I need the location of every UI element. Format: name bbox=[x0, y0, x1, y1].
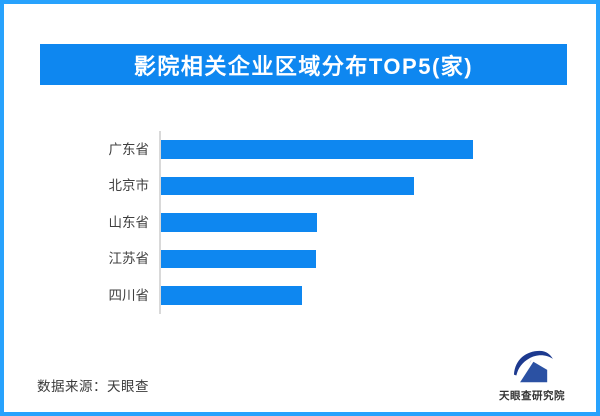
logo-box-shape bbox=[519, 360, 548, 383]
bar-chart: 广东省北京市山东省江苏省四川省 bbox=[37, 131, 567, 314]
category-label: 山东省 bbox=[108, 214, 150, 230]
chart-title: 影院相关企业区域分布TOP5(家) bbox=[133, 53, 474, 79]
bar-track bbox=[159, 131, 567, 168]
bar bbox=[161, 249, 316, 268]
category-label: 江苏省 bbox=[108, 251, 150, 266]
data-source-text: 数据来源：天眼查 bbox=[37, 379, 149, 394]
bar-row: 四川省 bbox=[37, 277, 567, 314]
bar-track bbox=[159, 277, 567, 314]
bar bbox=[161, 213, 318, 232]
brand-logo: 天眼查研究院 bbox=[489, 348, 575, 403]
category-label: 四川省 bbox=[108, 287, 150, 303]
bar-track bbox=[159, 204, 567, 241]
tianyancha-eye-icon bbox=[513, 350, 553, 385]
logo-box bbox=[516, 358, 548, 385]
category-label: 北京市 bbox=[108, 178, 150, 193]
bar-track bbox=[159, 240, 567, 277]
bar-row: 北京市 bbox=[37, 167, 567, 204]
brand-logo-label: 天眼查研究院 bbox=[499, 390, 565, 402]
bar bbox=[161, 140, 474, 159]
bar-row: 江苏省 bbox=[37, 240, 567, 277]
bar-row: 广东省 bbox=[37, 131, 567, 168]
bar-row: 山东省 bbox=[37, 204, 567, 241]
logo-box-slash bbox=[516, 358, 535, 385]
bar-track bbox=[159, 167, 567, 204]
chart-title-banner: 影院相关企业区域分布TOP5(家) bbox=[40, 44, 567, 85]
logo-swoosh bbox=[513, 350, 553, 376]
bar bbox=[161, 286, 302, 305]
category-label: 广东省 bbox=[108, 141, 150, 157]
bar bbox=[161, 176, 414, 195]
